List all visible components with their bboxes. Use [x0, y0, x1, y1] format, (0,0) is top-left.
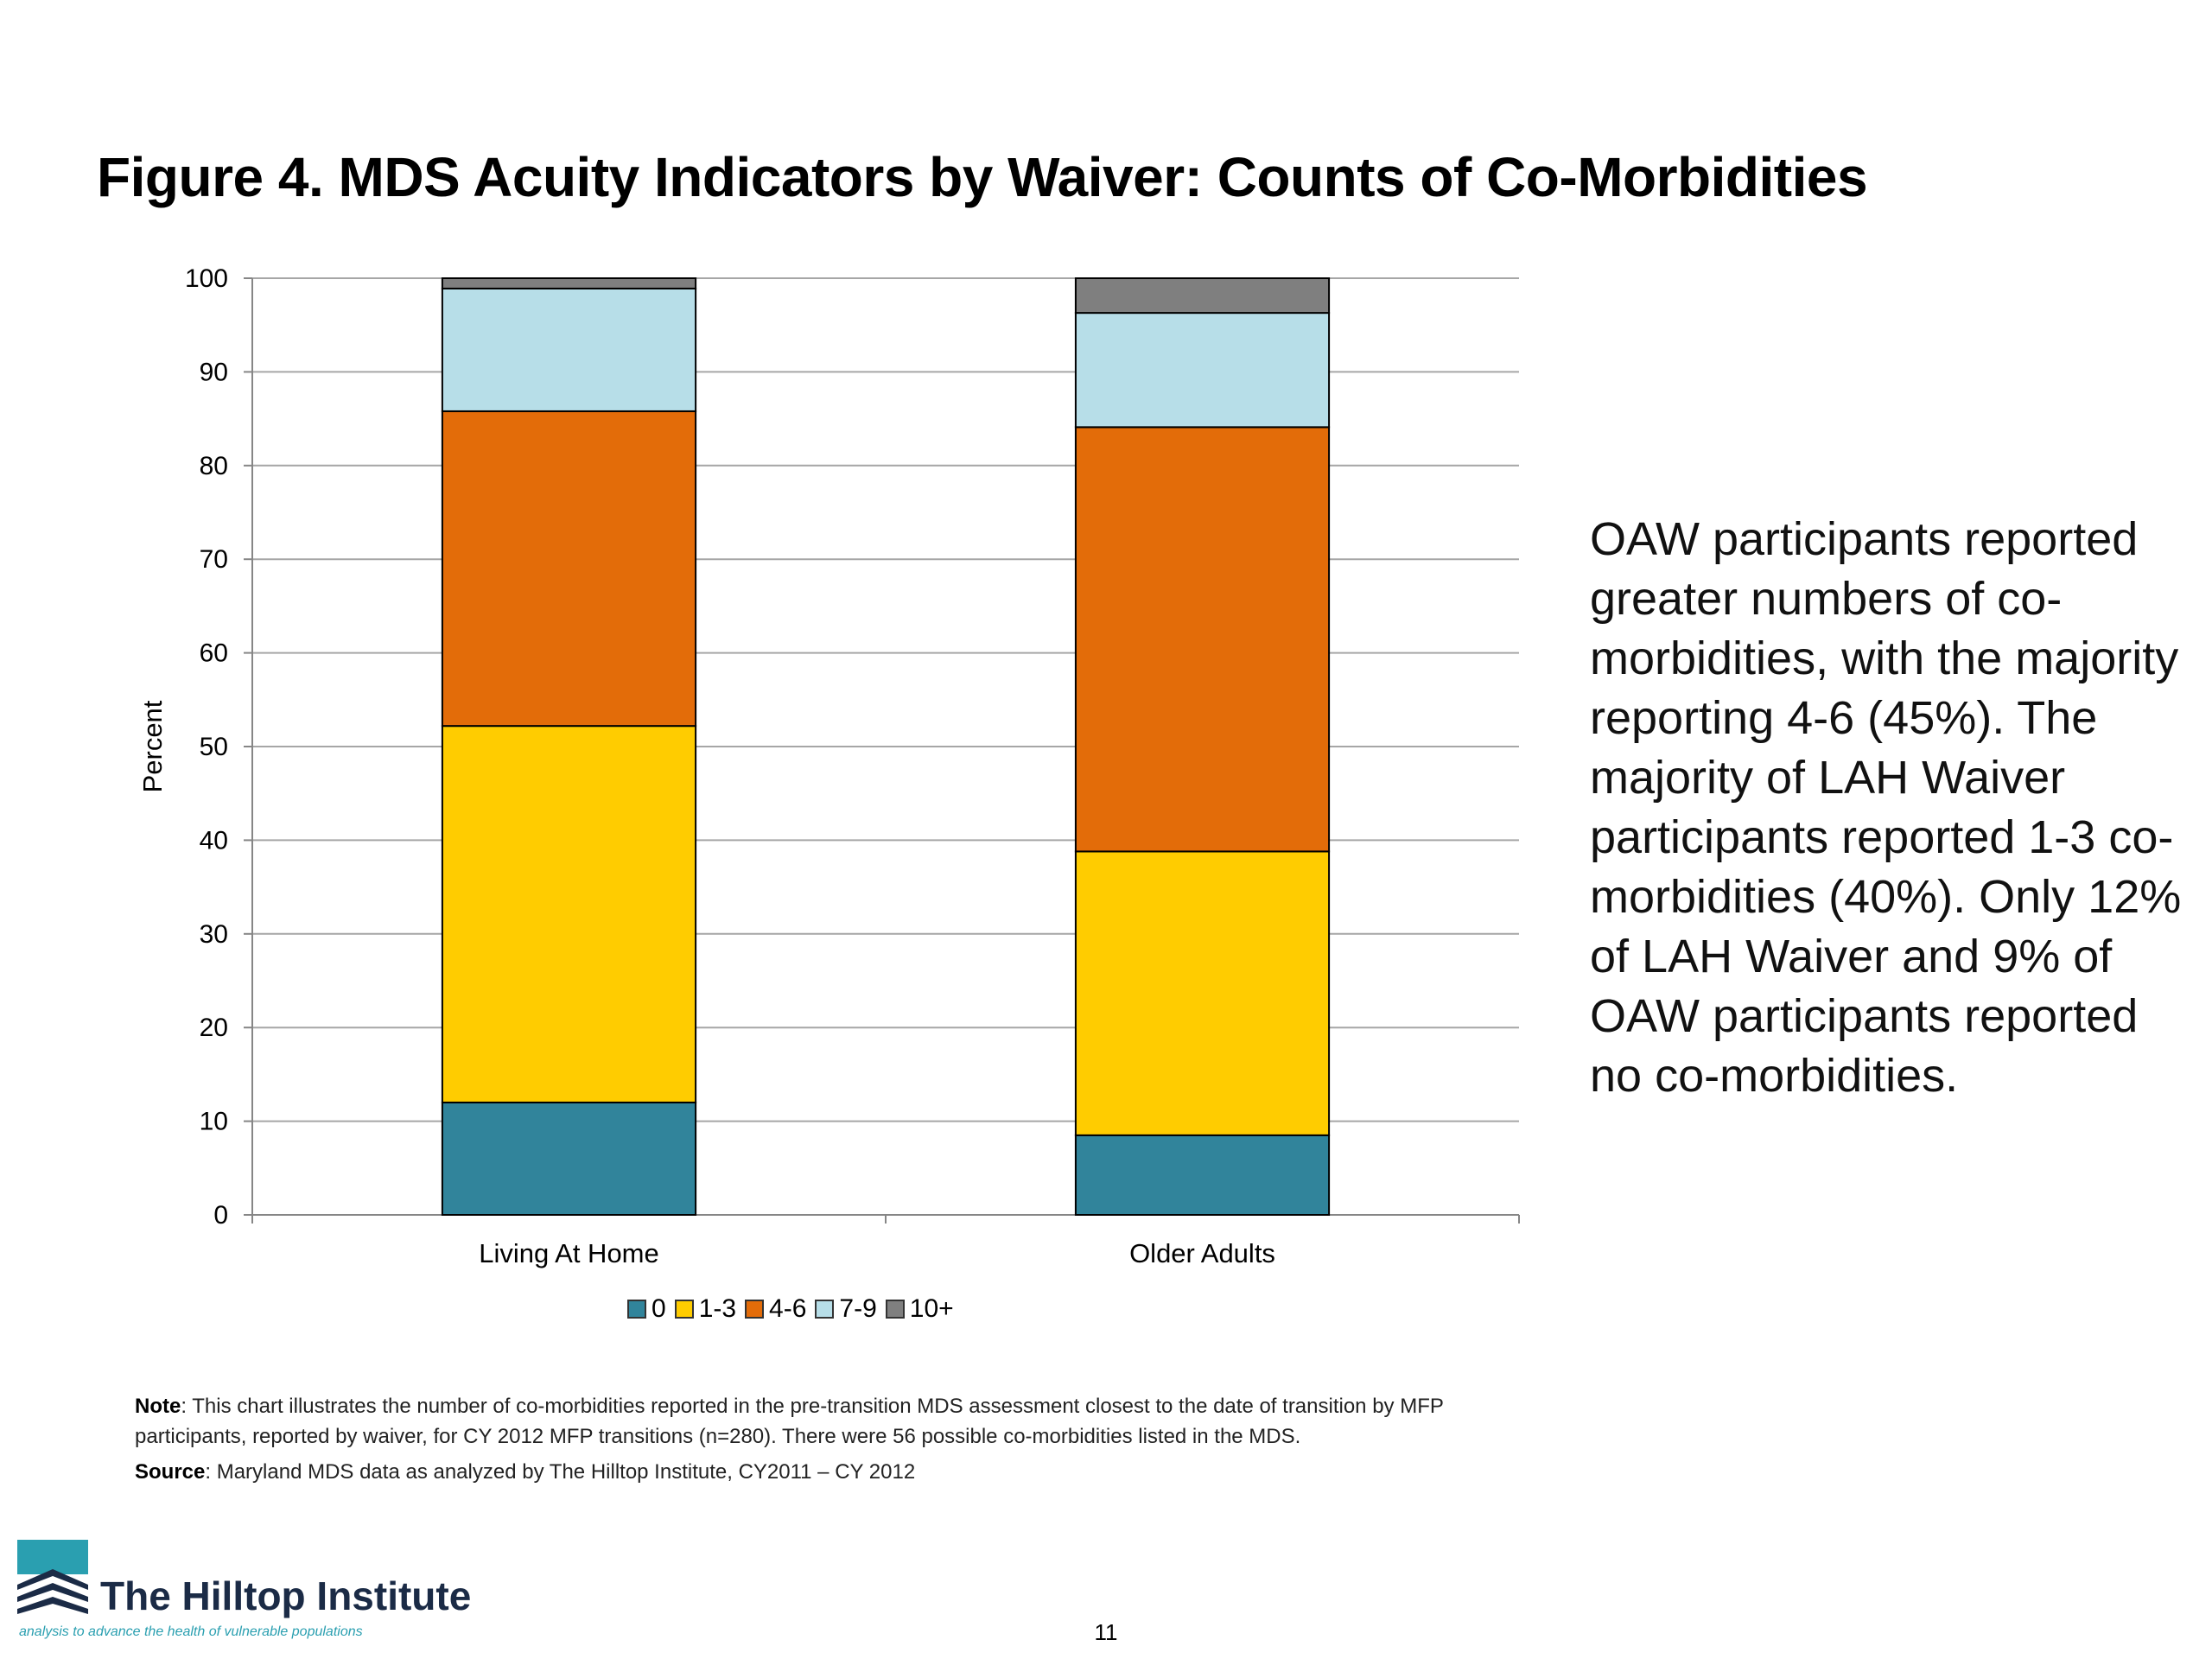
note-text: : This chart illustrates the number of c… — [135, 1395, 1444, 1448]
bar-segment — [1074, 426, 1331, 853]
logo-tagline: analysis to advance the health of vulner… — [19, 1624, 363, 1639]
legend-swatch — [745, 1300, 765, 1319]
logo-name: The Hilltop Institute — [100, 1573, 472, 1618]
legend-swatch — [815, 1300, 835, 1319]
legend-label: 7-9 — [839, 1294, 877, 1323]
legend-item: 10+ — [885, 1294, 954, 1324]
legend-label: 10+ — [909, 1294, 954, 1323]
bar-segment — [1074, 850, 1331, 1136]
page-number: 11 — [1094, 1619, 1118, 1645]
source-label: Source — [135, 1460, 206, 1484]
legend-label: 0 — [652, 1294, 666, 1323]
legend-swatch — [627, 1300, 646, 1319]
legend-item: 7-9 — [815, 1294, 877, 1324]
note-label: Note — [135, 1395, 181, 1418]
chart-legend: 0 1-3 4-6 7-9 10+ — [627, 1294, 963, 1324]
y-tick-label: 0 — [213, 1201, 228, 1230]
legend-swatch — [674, 1300, 694, 1319]
legend-item: 0 — [627, 1294, 666, 1324]
x-category-label: Living At Home — [479, 1238, 659, 1268]
hilltop-logo: The Hilltop Institute analysis to advanc… — [17, 1540, 501, 1643]
legend-item: 1-3 — [674, 1294, 737, 1324]
legend-item: 4-6 — [745, 1294, 806, 1324]
bar-segment — [1074, 312, 1331, 429]
y-tick-label: 30 — [200, 920, 228, 949]
y-axis-title: Percent — [137, 700, 168, 792]
summary-callout: OAW participants reported greater number… — [1590, 513, 2182, 1102]
bar-segment — [1074, 1134, 1331, 1216]
bar-segment — [441, 277, 697, 289]
chart-notes: Note: This chart illustrates the number … — [135, 1391, 1500, 1487]
y-tick-label: 70 — [200, 545, 228, 574]
bar-segment — [441, 1101, 697, 1217]
hilltop-mark-icon — [17, 1540, 88, 1614]
legend-label: 1-3 — [698, 1294, 737, 1323]
chart-title: Figure 4. MDS Acuity Indicators by Waive… — [97, 146, 1868, 208]
y-tick-label: 50 — [200, 733, 228, 761]
y-tick-label: 60 — [200, 639, 228, 668]
stacked-bar-chart: 0 10 20 30 40 50 60 70 80 90 100 Living At Home Olde… — [137, 264, 1520, 1268]
source-paragraph: Source: Maryland MDS data as analyzed by… — [135, 1457, 1500, 1487]
bar-segment — [441, 410, 697, 728]
note-paragraph: Note: This chart illustrates the number … — [135, 1391, 1500, 1452]
y-tick-label: 40 — [200, 826, 228, 855]
y-tick-label: 90 — [200, 358, 228, 386]
x-category-label: Older Adults — [1129, 1238, 1275, 1268]
legend-swatch — [885, 1300, 905, 1319]
source-text: : Maryland MDS data as analyzed by The H… — [205, 1460, 916, 1484]
y-tick-label: 100 — [185, 264, 228, 293]
bar-segment — [441, 287, 697, 412]
y-tick-label: 80 — [200, 452, 228, 480]
legend-label: 4-6 — [769, 1294, 807, 1323]
bar-segment — [441, 725, 697, 1103]
bar-segment — [1074, 277, 1331, 315]
y-tick-label: 10 — [200, 1108, 228, 1136]
y-tick-label: 20 — [200, 1014, 228, 1042]
